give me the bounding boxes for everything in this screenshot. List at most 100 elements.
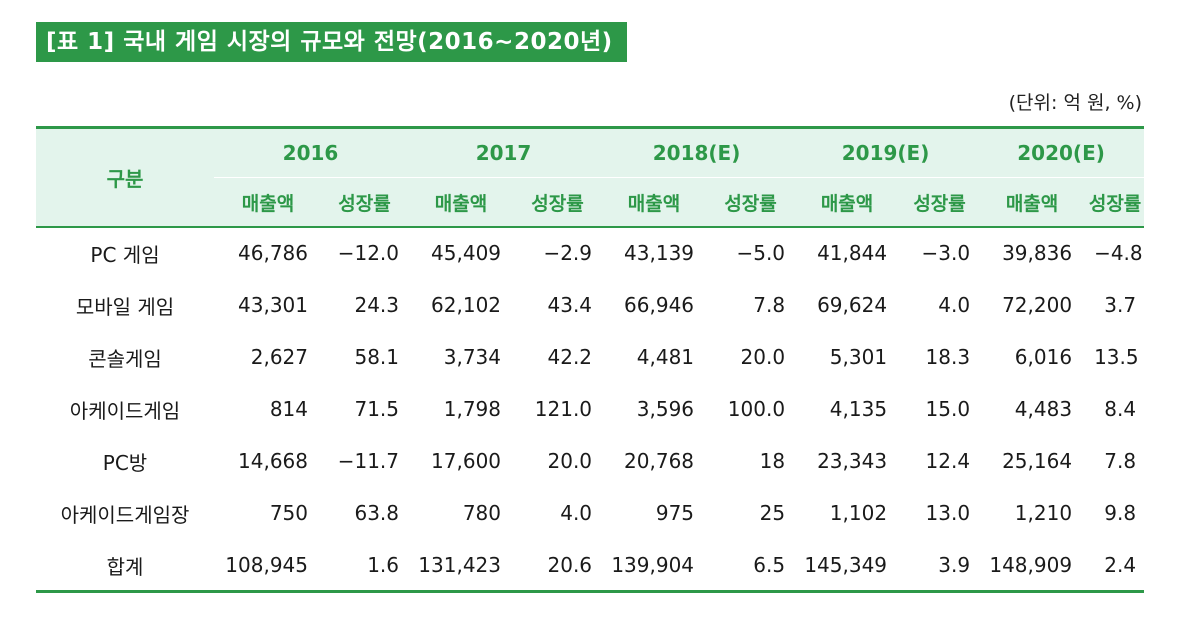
revenue-cell: 750	[214, 487, 322, 540]
growth-rate-cell: 15.0	[901, 383, 979, 436]
growth-rate-cell: 2.4	[1086, 539, 1145, 593]
row-label: 콘솔게임	[36, 331, 214, 384]
revenue-cell: 14,668	[214, 435, 322, 488]
row-label: PC 게임	[36, 226, 214, 280]
growth-rate-cell: −2.9	[515, 226, 601, 280]
growth-rate-cell: 121.0	[515, 383, 601, 436]
revenue-cell: 145,349	[793, 539, 902, 593]
revenue-header: 매출액	[1005, 192, 1059, 215]
growth-rate-cell: 4.0	[515, 487, 601, 540]
revenue-cell: 108,945	[214, 539, 322, 593]
table-header: 구분 2016 2017 2018(E) 2019(E) 2020(E) 매출액…	[36, 126, 1145, 227]
revenue-cell: 3,596	[600, 383, 709, 436]
growth-rate-cell: 3.9	[901, 539, 979, 593]
table-body: PC 게임 46,786 −12.0 45,409 −2.9 43,139 −5.0 41,8…	[36, 226, 1145, 593]
growth-rate-cell: 42.2	[515, 331, 601, 384]
growth-rate-cell: 71.5	[322, 383, 408, 436]
growth-rate-cell: 24.3	[322, 279, 408, 332]
revenue-header: 매출액	[434, 192, 488, 215]
revenue-header: 매출액	[627, 192, 681, 215]
row-label: 아케이드게임장	[36, 487, 214, 540]
growth-rate-cell: 1.6	[322, 539, 408, 593]
growth-rate-cell: 7.8	[708, 279, 794, 332]
revenue-cell: 43,139	[600, 226, 709, 280]
revenue-cell: 66,946	[600, 279, 709, 332]
revenue-cell: 20,768	[600, 435, 709, 488]
growth-header: 성장률	[724, 192, 777, 215]
growth-rate-cell: 18	[708, 435, 794, 488]
revenue-cell: 148,909	[978, 539, 1087, 593]
growth-rate-cell: −3.0	[901, 226, 979, 280]
growth-rate-cell: 63.8	[322, 487, 408, 540]
table-row: 합계 108,945 1.6 131,423 20.6 139,904 6.5 145,349…	[36, 539, 1145, 593]
row-label: 아케이드게임	[36, 383, 214, 436]
revenue-cell: 69,624	[793, 279, 902, 332]
revenue-cell: 1,102	[793, 487, 902, 540]
growth-rate-cell: −12.0	[322, 226, 408, 280]
growth-rate-cell: −11.7	[322, 435, 408, 488]
growth-rate-cell: 7.8	[1086, 435, 1145, 488]
revenue-cell: 72,200	[978, 279, 1087, 332]
year-header: 2016	[214, 126, 408, 178]
revenue-cell: 23,343	[793, 435, 902, 488]
revenue-cell: 2,627	[214, 331, 322, 384]
revenue-cell: 43,301	[214, 279, 322, 332]
revenue-cell: 5,301	[793, 331, 902, 384]
growth-header: 성장률	[338, 192, 391, 215]
growth-rate-cell: 13.5	[1086, 331, 1145, 384]
growth-rate-cell: 100.0	[708, 383, 794, 436]
revenue-cell: 45,409	[407, 226, 516, 280]
growth-rate-cell: 20.6	[515, 539, 601, 593]
revenue-header: 매출액	[820, 192, 874, 215]
year-header: 2019(E)	[793, 126, 979, 178]
growth-rate-cell: 25	[708, 487, 794, 540]
growth-rate-cell: 9.8	[1086, 487, 1145, 540]
revenue-cell: 975	[600, 487, 709, 540]
revenue-cell: 4,135	[793, 383, 902, 436]
revenue-cell: 1,210	[978, 487, 1087, 540]
table-row: 콘솔게임 2,627 58.1 3,734 42.2 4,481 20.0 5,301 18.3…	[36, 331, 1145, 384]
revenue-cell: 139,904	[600, 539, 709, 593]
growth-header: 성장률	[1088, 192, 1142, 215]
revenue-cell: 4,483	[978, 383, 1087, 436]
revenue-cell: 4,481	[600, 331, 709, 384]
growth-rate-cell: 43.4	[515, 279, 601, 332]
growth-header: 성장률	[531, 192, 584, 215]
growth-rate-cell: 3.7	[1086, 279, 1145, 332]
row-label: PC방	[36, 435, 214, 488]
year-header: 2020(E)	[978, 126, 1145, 178]
revenue-cell: 131,423	[407, 539, 516, 593]
growth-rate-cell: 6.5	[708, 539, 794, 593]
unit-note: (단위: 억 원, %)	[1008, 92, 1142, 114]
growth-rate-cell: 4.0	[901, 279, 979, 332]
revenue-cell: 39,836	[978, 226, 1087, 280]
revenue-cell: 17,600	[407, 435, 516, 488]
revenue-cell: 25,164	[978, 435, 1087, 488]
revenue-cell: 780	[407, 487, 516, 540]
growth-rate-cell: −4.8	[1086, 226, 1145, 280]
revenue-cell: 41,844	[793, 226, 902, 280]
growth-header: 성장률	[913, 192, 966, 215]
revenue-cell: 1,798	[407, 383, 516, 436]
table-row: PC방 14,668 −11.7 17,600 20.0 20,768 18 23,343 12…	[36, 435, 1145, 488]
revenue-cell: 814	[214, 383, 322, 436]
growth-rate-cell: 13.0	[901, 487, 979, 540]
table-row: 모바일 게임 43,301 24.3 62,102 43.4 66,946 7.8 69,62…	[36, 279, 1145, 332]
growth-rate-cell: 12.4	[901, 435, 979, 488]
growth-rate-cell: 20.0	[708, 331, 794, 384]
growth-rate-cell: 18.3	[901, 331, 979, 384]
category-header: 구분	[36, 126, 214, 227]
year-header: 2017	[407, 126, 601, 178]
growth-rate-cell: 20.0	[515, 435, 601, 488]
revenue-header: 매출액	[241, 192, 295, 215]
revenue-cell: 46,786	[214, 226, 322, 280]
growth-rate-cell: 58.1	[322, 331, 408, 384]
row-label: 합계	[36, 539, 214, 593]
row-label: 모바일 게임	[36, 279, 214, 332]
table-row: 아케이드게임장 750 63.8 780 4.0 975 25 1,102 13.0 1,210 9…	[36, 487, 1145, 540]
growth-rate-cell: −5.0	[708, 226, 794, 280]
table-title: [표 1] 국내 게임 시장의 규모와 전망(2016~2020년)	[36, 22, 627, 62]
revenue-cell: 3,734	[407, 331, 516, 384]
table-row: PC 게임 46,786 −12.0 45,409 −2.9 43,139 −5.0 41,8…	[36, 226, 1145, 280]
year-header: 2018(E)	[600, 126, 794, 178]
